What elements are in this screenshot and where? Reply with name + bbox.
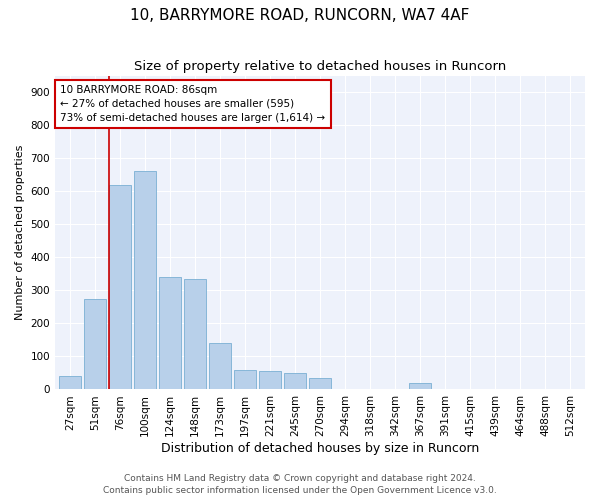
Title: Size of property relative to detached houses in Runcorn: Size of property relative to detached ho… (134, 60, 506, 73)
Text: Contains HM Land Registry data © Crown copyright and database right 2024.
Contai: Contains HM Land Registry data © Crown c… (103, 474, 497, 495)
Bar (109, 184, 131, 390)
Bar (160, 277, 181, 390)
Bar (235, 370, 256, 390)
Y-axis label: Number of detached properties: Number of detached properties (15, 145, 25, 320)
Bar (259, 372, 281, 390)
Bar (134, 172, 155, 390)
Text: 10 BARRYMORE ROAD: 86sqm
← 27% of detached houses are smaller (595)
73% of semi-: 10 BARRYMORE ROAD: 86sqm ← 27% of detach… (61, 85, 325, 123)
Text: 10, BARRYMORE ROAD, RUNCORN, WA7 4AF: 10, BARRYMORE ROAD, RUNCORN, WA7 4AF (130, 8, 470, 22)
Bar (284, 373, 305, 390)
X-axis label: Distribution of detached houses by size in Runcorn: Distribution of detached houses by size … (161, 442, 479, 455)
Bar (409, 383, 431, 390)
Bar (59, 376, 80, 390)
Bar (85, 298, 106, 390)
Bar (310, 378, 331, 390)
Bar (184, 279, 206, 390)
Bar (209, 343, 230, 390)
